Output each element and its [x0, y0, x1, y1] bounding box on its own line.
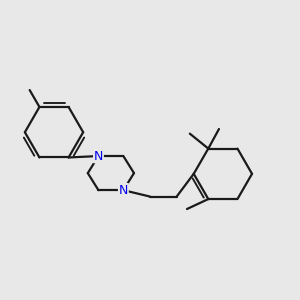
Text: N: N — [94, 149, 103, 163]
Text: N: N — [119, 184, 128, 197]
